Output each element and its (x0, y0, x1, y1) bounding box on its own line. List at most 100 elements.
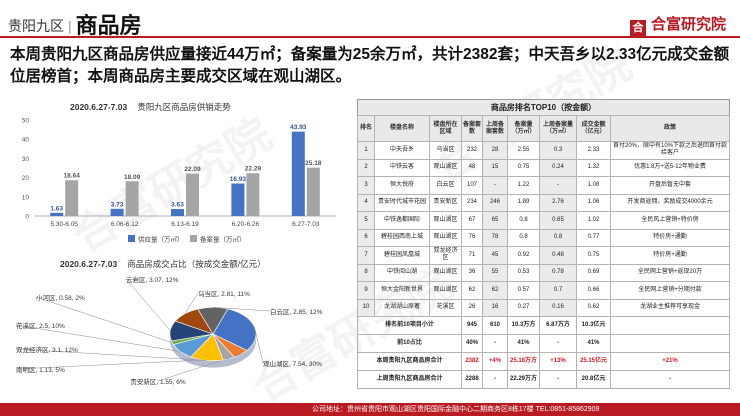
cell-last-record-area: 0.3 (539, 141, 577, 160)
bar-data-label: 22.29 (245, 166, 262, 173)
summary-label: 上周贵阳九区商品房合计 (357, 370, 462, 389)
cell-rank: 9 (357, 281, 375, 300)
cell-project-name: 中铁阅山湖 (374, 263, 430, 282)
cell-project-name: 中天吾乡 (374, 141, 430, 160)
cell-rank: 2 (357, 158, 375, 177)
cell-rank: 5 (357, 211, 375, 230)
cell-rank: 8 (357, 263, 375, 282)
summary-row: 前10占比 40% -41% -41% (357, 334, 730, 353)
table-row: 7 碧桂园凤凰城 双龙经济区 71 45 0.92 0.48 0.75 特价房+通勤 (357, 246, 730, 265)
bar-data-label: 16.93 (230, 176, 247, 183)
cell-rank: 1 (357, 141, 375, 160)
table-row: 4 贵安时代城市花园 贵安新区 234 246 1.89 2.76 1.06 开发商返佣，奖励成… (357, 193, 730, 212)
cell-project-name: 贵安时代城市花园 (374, 193, 430, 212)
summary-policy (610, 334, 730, 353)
legend-label: 供应量（万㎡） (138, 235, 184, 244)
cell-last-record-area: 0.8 (539, 228, 577, 247)
cell-last-record-count: 16 (482, 298, 508, 317)
cell-district: 乌当区 (429, 141, 462, 160)
pie-slice-label: 云岩区, 3.07, 12% (126, 275, 179, 284)
x-tick-label: 6.27-7.03 (292, 221, 320, 228)
summary-last-area: 6.87万方 (539, 316, 577, 335)
cell-last-record-area: 2.76 (539, 193, 577, 212)
summary-count: 2382 (461, 352, 483, 371)
pie-slice-label: 花溪区, 2.5, 10% (16, 321, 65, 330)
cell-record-count: 71 (461, 246, 483, 265)
cell-last-record-count: 55 (482, 263, 508, 282)
cell-amount: 2.33 (576, 141, 611, 160)
cell-last-record-area: 0.7 (539, 281, 577, 300)
table-row: 9 恒大金阳新世界 观山湖区 62 62 0.57 0.7 0.66 全民网上营销+分期付款 (357, 281, 730, 300)
summary-last-area: +13% (539, 352, 577, 371)
col-last-count: 上周备案套数 (482, 115, 508, 142)
topic-label: 商品房 (75, 13, 142, 38)
cell-amount: 0.62 (576, 298, 611, 317)
pie-slice-label: 小河区, 0.58, 2% (36, 293, 85, 302)
cell-policy: 全民网上营销+返现20万 (610, 263, 730, 282)
pie-leader-line (35, 296, 173, 343)
ranking-table: 商品房排名TOP10（按金额） 排名 楼盘名称 楼盘所在区域 备案套数 上周备案… (357, 99, 730, 389)
bar-data-label: 43.93 (290, 124, 307, 131)
summary-policy (610, 316, 730, 335)
legend-swatch (128, 235, 135, 242)
summary-label: 排名前10项目小计 (357, 316, 462, 335)
bar (125, 181, 139, 216)
cell-last-record-area: - (539, 176, 577, 195)
cell-district: 贵安新区 (429, 193, 462, 212)
bar-data-label: 25.18 (305, 160, 322, 167)
cell-last-record-area: 0.48 (539, 246, 577, 265)
cell-record-count: 62 (461, 281, 483, 300)
pie-slice-label: 贵安新区, 1.55, 6% (130, 377, 185, 386)
pie-leader-line (15, 348, 207, 361)
summary-row: 本周贵阳九区商品房合计 2382 +4% 25.18万方 +13% 25.15亿元 +21% (357, 352, 730, 371)
summary-last-area: - (539, 334, 577, 353)
bar (65, 180, 79, 216)
pie-leader-line (254, 326, 264, 364)
summary-label: 本周贵阳九区商品房合计 (357, 352, 462, 371)
cell-record-count: 76 (461, 228, 483, 247)
cell-record-area: 0.75 (507, 158, 540, 177)
cell-record-count: 232 (461, 141, 483, 160)
table-row: 3 恒大悦府 白云区 107-1.22-1.08 开盘后暂无中套 (357, 176, 730, 195)
summary-last-count: - (482, 334, 508, 353)
cell-rank: 7 (357, 246, 375, 265)
cell-policy: 特价房+通勤 (610, 246, 730, 265)
brand-name: 合富研究院 (650, 16, 726, 33)
cell-last-record-count: 28 (482, 141, 508, 160)
cell-policy: 开发商返佣，奖励成交4000余元 (610, 193, 730, 212)
cell-policy: 全民风上营销+特价房 (610, 211, 730, 230)
bar (171, 209, 184, 216)
col-count: 备案套数 (461, 115, 483, 142)
summary-count: 40% (461, 334, 483, 353)
summary-area: 41% (507, 334, 540, 353)
cell-last-record-count: 78 (482, 228, 508, 247)
table-row: 8 中铁阅山湖 观山湖区 36 55 0.53 0.78 0.69 全民网上营销+返现20万 (357, 263, 730, 282)
cell-record-count: 48 (461, 158, 483, 177)
summary-label: 前10占比 (357, 334, 462, 353)
x-tick-label: 6.13-6.19 (171, 221, 199, 228)
x-tick-label: 5.30-6.05 (50, 221, 78, 228)
bar-data-label: 18.64 (64, 173, 81, 180)
summary-amount: 25.15亿元 (576, 352, 611, 371)
legend-label: 备案量（万㎡） (200, 235, 246, 244)
ranking-grid: 排名 楼盘名称 楼盘所在区域 备案套数 上周备案套数 备案量（万㎡） 上周备案量… (357, 115, 730, 389)
cell-last-record-count: 246 (482, 193, 508, 212)
cell-record-area: 0.8 (507, 211, 540, 230)
cell-amount: 0.66 (576, 281, 611, 300)
summary-amount: 41% (576, 334, 611, 353)
summary-area: 22.29万方 (507, 370, 540, 389)
cell-amount: 1.32 (576, 158, 611, 177)
cell-last-record-count: - (482, 176, 508, 195)
summary-area: 25.18万方 (507, 352, 540, 371)
cell-rank: 10 (357, 298, 375, 317)
summary-last-count: +4% (482, 352, 508, 371)
table-row: 1 中天吾乡 乌当区 232 28 2.55 0.3 2.33 首付20%，限中有10%下款之后… (357, 141, 730, 160)
pie-chart-name: 商品房成交占比（按成交金额/亿元） (127, 259, 266, 269)
bar (291, 131, 305, 216)
pie-leader-line (184, 292, 199, 314)
cell-record-area: 1.22 (507, 176, 540, 195)
summary-amount: 10.3亿元 (576, 316, 611, 335)
cell-project-name: 龙湖湖山原著 (374, 298, 430, 317)
cell-rank: 4 (357, 193, 375, 212)
cell-record-area: 0.27 (507, 298, 540, 317)
